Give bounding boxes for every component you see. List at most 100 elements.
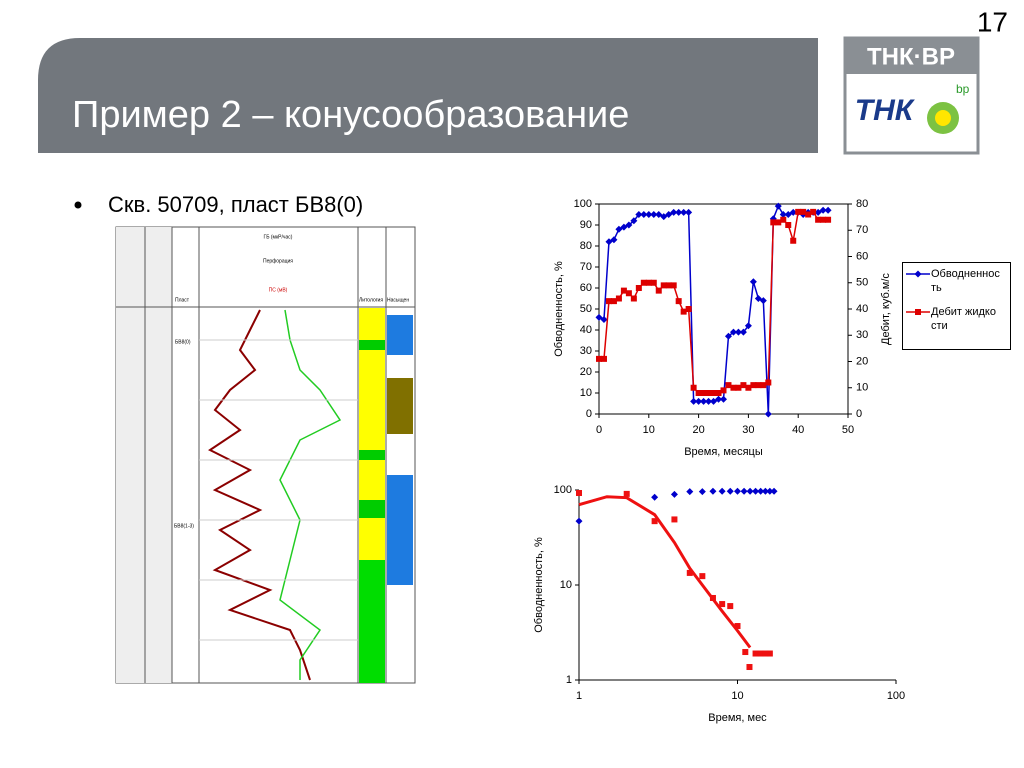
saturation — [387, 315, 413, 355]
point — [680, 208, 688, 216]
point — [705, 397, 713, 405]
y2-tick-label: 30 — [856, 329, 868, 341]
header-band — [38, 38, 818, 153]
saturation — [387, 378, 413, 434]
point — [665, 282, 672, 289]
point — [800, 208, 807, 215]
y2-tick-label: 40 — [856, 303, 868, 315]
point — [700, 397, 708, 405]
point — [671, 516, 678, 523]
point — [720, 395, 727, 403]
point — [819, 206, 827, 214]
y2-tick-label: 0 — [856, 408, 862, 420]
point — [635, 211, 643, 218]
point — [760, 382, 767, 389]
point — [746, 487, 754, 495]
point — [757, 650, 764, 657]
point — [759, 297, 767, 305]
legend-swatch — [906, 309, 930, 315]
point — [734, 623, 741, 630]
point — [805, 211, 812, 218]
point — [645, 211, 653, 218]
lithology — [359, 560, 385, 683]
legend-item: Обводненность — [905, 267, 1008, 295]
point — [754, 295, 762, 302]
logo-mark: ТНК — [855, 94, 916, 127]
point — [680, 308, 687, 315]
point — [615, 225, 623, 233]
point — [710, 397, 718, 405]
lithology — [359, 450, 385, 460]
point — [625, 290, 632, 297]
point — [600, 316, 608, 323]
legend-marker — [914, 270, 922, 278]
point — [815, 216, 822, 223]
point — [764, 410, 772, 418]
point — [725, 382, 732, 389]
point — [595, 313, 603, 321]
point — [766, 487, 774, 495]
point — [695, 397, 703, 405]
y-tick-label: 100 — [554, 484, 572, 496]
log-label: БВ8(1-3) — [174, 523, 194, 529]
point — [775, 219, 782, 226]
point — [640, 211, 648, 218]
point — [820, 216, 827, 223]
point — [655, 287, 662, 294]
y2-axis-label: Дебит, куб.м/с — [880, 273, 892, 345]
point — [620, 287, 627, 294]
point — [660, 213, 668, 221]
point — [746, 664, 753, 671]
y-tick-label: 70 — [580, 261, 592, 273]
point — [686, 488, 694, 496]
point — [814, 208, 822, 216]
depth-track — [116, 227, 172, 683]
logo-helios-core — [935, 110, 951, 126]
logo-bp: bp — [956, 82, 970, 96]
legend-swatch — [906, 270, 930, 278]
point — [739, 328, 747, 336]
gr-curve — [208, 309, 311, 681]
point — [730, 384, 737, 391]
point — [735, 384, 742, 391]
point — [670, 282, 677, 289]
log-label: БВ8(0) — [175, 339, 191, 345]
slide-title: Пример 2 – конусообразование — [72, 94, 629, 136]
point — [640, 279, 647, 286]
point — [757, 487, 765, 495]
point — [824, 206, 832, 214]
point — [825, 216, 832, 223]
point — [740, 487, 748, 495]
point — [695, 390, 702, 396]
log-label: Перфорация — [263, 258, 293, 264]
y-tick-label: 10 — [560, 579, 572, 591]
point — [766, 650, 773, 657]
x-tick-label: 100 — [887, 690, 905, 702]
point — [789, 208, 797, 216]
point — [750, 382, 757, 389]
point — [726, 487, 734, 495]
point — [749, 278, 757, 286]
point — [742, 649, 749, 656]
point — [729, 328, 737, 336]
point — [790, 237, 797, 244]
point — [650, 211, 658, 218]
point — [615, 295, 622, 302]
x-tick-label: 50 — [842, 424, 854, 436]
point — [752, 487, 760, 495]
point — [635, 285, 642, 291]
y-axis-label: Обводненность, % — [553, 261, 565, 357]
point — [600, 355, 607, 362]
point — [655, 211, 663, 218]
y-tick-label: 100 — [574, 198, 592, 210]
point — [744, 322, 752, 330]
point — [610, 236, 618, 244]
log-label: ПС (мВ) — [269, 287, 288, 293]
bullet-text: Скв. 50709, пласт БВ8(0) — [108, 192, 363, 217]
point — [575, 517, 583, 525]
plot-frame — [598, 203, 849, 415]
point — [734, 328, 742, 336]
saturation — [387, 475, 413, 585]
